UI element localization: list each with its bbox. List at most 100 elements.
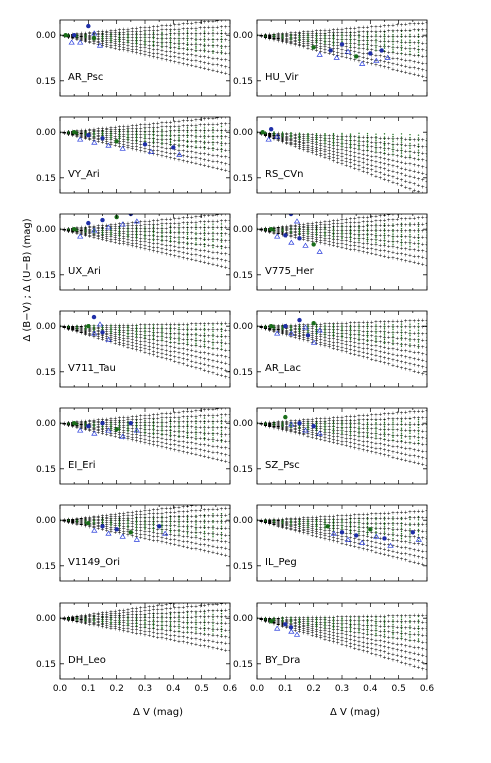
model-bv-mark: + bbox=[173, 331, 177, 337]
model-ub-mark bbox=[409, 53, 411, 55]
model-bv-mark: + bbox=[306, 46, 310, 52]
model-bv-mark: + bbox=[285, 38, 289, 44]
model-bv-mark: + bbox=[113, 141, 117, 147]
model-ub-mark bbox=[144, 230, 146, 232]
model-bv-mark: + bbox=[173, 152, 177, 158]
model-bv-mark: + bbox=[412, 28, 416, 34]
model-bv-mark: + bbox=[122, 226, 126, 232]
model-bv-mark: + bbox=[255, 130, 259, 136]
model-bv-mark: + bbox=[105, 419, 109, 425]
model-bv-mark: + bbox=[219, 406, 223, 412]
model-ub-mark bbox=[203, 340, 206, 342]
model-bv-mark: + bbox=[272, 134, 276, 140]
model-ub-mark bbox=[110, 422, 112, 424]
model-ub-mark bbox=[178, 48, 180, 50]
model-bv-mark: + bbox=[211, 237, 215, 243]
model-ub-mark bbox=[349, 328, 352, 330]
model-ub-mark bbox=[152, 238, 155, 240]
model-bv-mark: + bbox=[96, 139, 100, 145]
model-bv-mark: + bbox=[215, 340, 219, 346]
model-ub-mark bbox=[76, 229, 78, 232]
model-bv-mark: + bbox=[327, 151, 331, 157]
model-bv-mark: + bbox=[340, 321, 344, 327]
model-bv-mark: + bbox=[190, 128, 194, 134]
model-ub-mark bbox=[178, 236, 180, 238]
model-bv-mark: + bbox=[139, 233, 143, 239]
model-bv-mark: + bbox=[344, 163, 348, 169]
model-bv-mark: + bbox=[164, 234, 168, 240]
obs-ub-point bbox=[105, 142, 112, 148]
model-bv-mark: + bbox=[357, 159, 361, 165]
model-bv-mark: + bbox=[130, 223, 134, 229]
model-bv-mark: + bbox=[105, 327, 109, 333]
model-bv-mark: + bbox=[289, 143, 293, 149]
model-bv-mark: + bbox=[319, 233, 323, 239]
model-bv-mark: + bbox=[139, 417, 143, 423]
model-bv-mark: + bbox=[219, 31, 223, 37]
model-ub-mark bbox=[349, 236, 352, 239]
model-bv-mark: + bbox=[378, 243, 382, 249]
model-bv-mark: + bbox=[194, 236, 198, 242]
model-ub-mark bbox=[375, 138, 377, 140]
model-bv-mark: + bbox=[361, 350, 365, 356]
model-bv-mark: + bbox=[173, 119, 177, 125]
model-bv-mark: + bbox=[122, 326, 126, 332]
model-bv-mark: + bbox=[160, 218, 164, 224]
model-bv-mark: + bbox=[58, 324, 62, 330]
model-ub-mark bbox=[186, 241, 189, 243]
model-ub-mark bbox=[392, 140, 394, 143]
model-bv-mark: + bbox=[79, 328, 83, 334]
model-bv-mark: + bbox=[404, 143, 408, 149]
model-bv-mark: + bbox=[190, 364, 194, 370]
model-ub-mark bbox=[281, 35, 284, 37]
model-bv-mark: + bbox=[96, 133, 100, 139]
model-ub-mark bbox=[203, 231, 206, 234]
model-ub-mark bbox=[135, 137, 138, 139]
model-bv-mark: + bbox=[75, 36, 79, 42]
model-bv-mark: + bbox=[96, 137, 100, 143]
model-ub-mark bbox=[349, 31, 352, 34]
model-ub-mark bbox=[341, 33, 343, 36]
model-bv-mark: + bbox=[66, 34, 70, 40]
model-bv-mark: + bbox=[353, 344, 357, 350]
model-ub-mark bbox=[341, 337, 343, 339]
model-bv-mark: + bbox=[395, 28, 399, 34]
model-ub-mark bbox=[152, 421, 155, 423]
model-bv-mark: + bbox=[156, 334, 160, 340]
model-bv-mark: + bbox=[177, 410, 181, 416]
model-bv-mark: + bbox=[391, 28, 395, 34]
model-bv-mark: + bbox=[353, 244, 357, 250]
model-bv-mark: + bbox=[255, 33, 259, 39]
model-bv-mark: + bbox=[207, 158, 211, 164]
model-bv-mark: + bbox=[79, 37, 83, 43]
model-ub-mark bbox=[220, 226, 223, 229]
model-bv-mark: + bbox=[370, 214, 374, 220]
model-ub-mark bbox=[186, 35, 189, 37]
model-bv-mark: + bbox=[126, 342, 130, 348]
model-ub-mark bbox=[186, 127, 189, 129]
model-bv-mark: + bbox=[306, 40, 310, 46]
model-bv-mark: + bbox=[71, 325, 75, 331]
model-bv-mark: + bbox=[139, 332, 143, 338]
model-ub-mark bbox=[383, 31, 386, 33]
model-ub-mark bbox=[144, 41, 146, 43]
model-bv-mark: + bbox=[293, 228, 297, 234]
model-ub-mark bbox=[203, 143, 206, 145]
model-bv-mark: + bbox=[302, 142, 306, 148]
model-ub-mark bbox=[290, 34, 292, 36]
model-bv-mark: + bbox=[75, 329, 79, 335]
model-bv-mark: + bbox=[395, 330, 399, 336]
model-bv-mark: + bbox=[173, 240, 177, 246]
model-bv-mark: + bbox=[130, 141, 134, 147]
model-bv-mark: + bbox=[117, 222, 121, 228]
model-ub-mark bbox=[186, 243, 189, 246]
model-ub-mark bbox=[349, 326, 352, 328]
model-bv-mark: + bbox=[306, 236, 310, 242]
model-ub-mark bbox=[212, 126, 214, 129]
model-bv-mark: + bbox=[96, 327, 100, 333]
model-bv-mark: + bbox=[105, 333, 109, 339]
model-ub-mark bbox=[161, 32, 163, 35]
model-bv-mark: + bbox=[160, 32, 164, 38]
model-bv-mark: + bbox=[297, 224, 301, 230]
model-ub-mark bbox=[220, 229, 223, 231]
